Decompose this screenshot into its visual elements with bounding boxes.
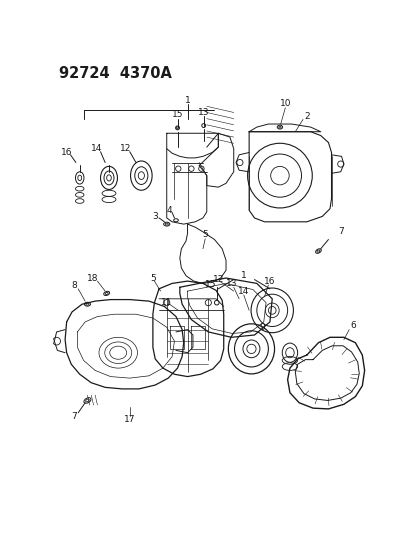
Text: 15: 15 — [171, 110, 183, 119]
Text: 2: 2 — [303, 112, 309, 121]
Text: 7: 7 — [71, 412, 77, 421]
Text: 17: 17 — [124, 415, 135, 424]
Text: 3: 3 — [152, 212, 158, 221]
Text: 14: 14 — [91, 144, 102, 153]
Text: 15: 15 — [204, 280, 216, 289]
Text: 16: 16 — [61, 148, 72, 157]
Text: 5: 5 — [202, 230, 208, 239]
Text: 1: 1 — [184, 95, 190, 104]
Text: 13: 13 — [197, 108, 209, 117]
Text: 7: 7 — [338, 227, 344, 236]
Text: 12: 12 — [120, 144, 131, 153]
Text: 1: 1 — [240, 271, 246, 280]
Text: 6: 6 — [349, 321, 355, 330]
Text: 5: 5 — [150, 273, 155, 282]
Text: 11: 11 — [161, 298, 172, 307]
Text: 92724  4370A: 92724 4370A — [59, 66, 171, 80]
Text: 13: 13 — [226, 279, 237, 288]
Text: 4: 4 — [166, 206, 172, 215]
Text: 8: 8 — [71, 281, 77, 290]
Text: 9: 9 — [259, 323, 264, 332]
Text: 16: 16 — [263, 277, 275, 286]
Text: 14: 14 — [237, 287, 249, 296]
Text: 12: 12 — [212, 275, 223, 284]
Text: 18: 18 — [87, 273, 98, 282]
Text: 10: 10 — [279, 100, 290, 109]
